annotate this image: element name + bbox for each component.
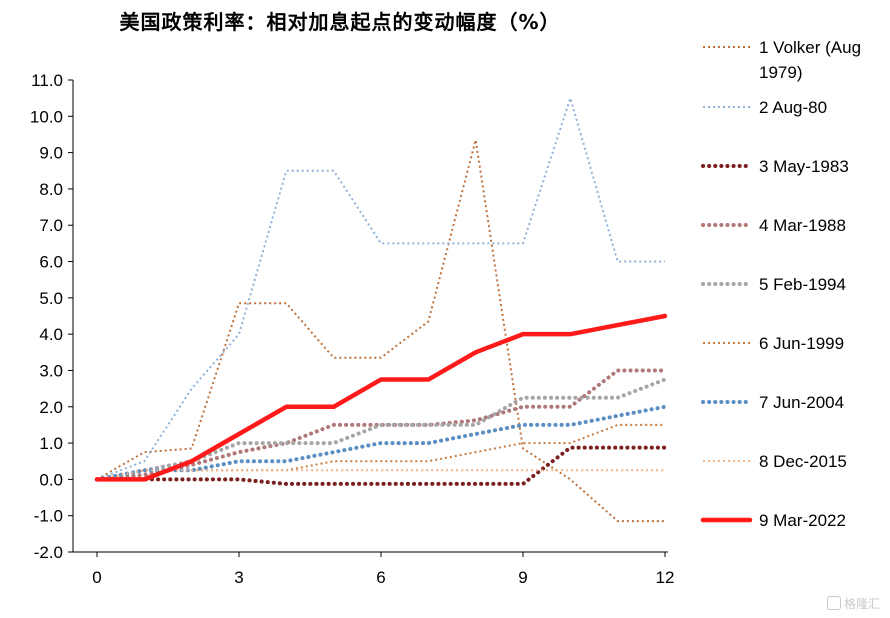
legend-label-9: 9 Mar-2022 [759,511,846,530]
y-tick-label: 6.0 [39,253,63,272]
x-tick-label: 3 [234,568,243,587]
legend-label-6: 6 Jun-1999 [759,334,844,353]
series-line-8 [96,469,665,481]
series-line-9 [94,313,668,482]
x-tick-label: 6 [376,568,385,587]
y-tick-label: 11.0 [31,71,63,90]
series-layer [94,97,668,523]
legend-label-2: 2 Aug-80 [759,98,827,117]
y-tick-label: 10.0 [30,107,63,126]
x-tick-label: 9 [518,568,527,587]
series-line-7 [95,404,667,482]
watermark-text: 格隆汇 [843,597,880,611]
y-tick-label: 5.0 [39,289,63,308]
x-tick-label: 12 [656,568,675,587]
chart-title: 美国政策利率：相对加息起点的变动幅度（%） [119,10,561,34]
legend-label-8: 8 Dec-2015 [759,452,847,471]
y-tick-label: 3.0 [39,361,63,380]
legend-label-1: 1 Volker (Aug [759,38,861,57]
y-tick-label: 4.0 [39,325,63,344]
watermark: 格隆汇 [826,595,880,612]
y-tick-label: -1.0 [34,507,63,526]
legend-label-1: 1979) [759,63,802,82]
legend: 1 Volker (Aug 1979) 2 Aug-80 3 May-1983 4 Ma… [700,38,861,530]
y-tick-label: 2.0 [39,398,63,417]
watermark-logo-icon [826,596,841,610]
series-line-1 [96,138,665,523]
y-tick-label: 0.0 [39,470,63,489]
y-tick-label: 9.0 [39,144,63,163]
legend-label-3: 3 May-1983 [759,157,849,176]
legend-label-7: 7 Jun-2004 [759,393,844,412]
axes: -2.0 -1.0 0.0 1.0 2.0 3.0 4.0 5.0 6.0 7.0 8.0 9.0 10… [30,71,675,587]
y-tick-label: 8.0 [39,180,63,199]
y-tick-label: 7.0 [39,216,63,235]
legend-label-4: 4 Mar-1988 [759,216,846,235]
y-tick-label: -2.0 [34,543,63,562]
legend-label-5: 5 Feb-1994 [759,275,846,294]
x-tick-label: 0 [92,568,101,587]
y-tick-label: 1.0 [39,434,63,453]
